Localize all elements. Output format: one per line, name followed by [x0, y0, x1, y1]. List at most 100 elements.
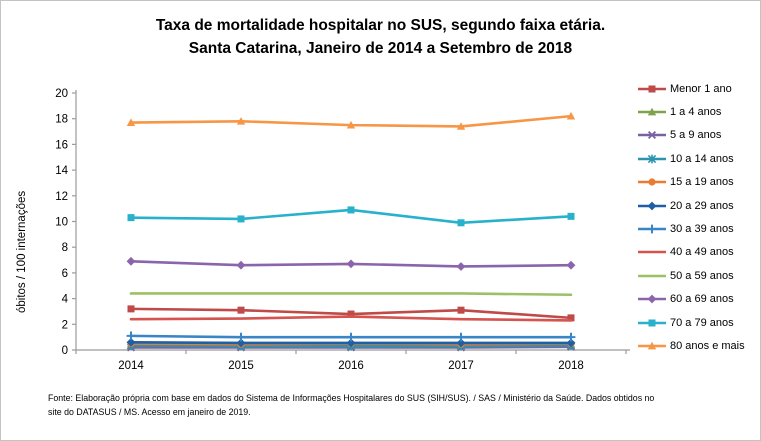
chart-title-line2: Santa Catarina, Janeiro de 2014 a Setemb…: [188, 40, 573, 57]
chart-title-line1: Taxa de mortalidade hospitalar no SUS, s…: [155, 17, 606, 34]
legend-swatch-40-a-49-anos: [638, 251, 666, 254]
y-tick-label: 2: [62, 319, 68, 331]
square-marker: [567, 212, 575, 220]
legend-label: Menor 1 ano: [670, 82, 732, 95]
legend-swatch-80-anos-e-mais: [638, 341, 666, 350]
legend-swatch-70-a-79-anos: [638, 319, 666, 327]
series-line-50-a-59-anos: [129, 292, 573, 297]
legend-item-80-anos-e-mais: 80 anos e mais: [637, 334, 745, 357]
triangle-marker: [236, 117, 246, 125]
x-tick-label: 2016: [338, 360, 364, 372]
square-marker: [648, 85, 656, 93]
legend-swatch-menor-1-ano: [638, 85, 666, 93]
y-tick-label: 6: [62, 268, 68, 280]
legend-label: 70 a 79 anos: [670, 316, 734, 329]
legend-item-50-a-59-anos: 50 a 59 anos: [637, 264, 745, 287]
diamond-marker: [126, 337, 136, 347]
diamond-marker: [566, 260, 576, 270]
square-marker: [127, 214, 135, 222]
diamond-marker: [566, 338, 576, 348]
plus-marker: [566, 332, 576, 342]
legend-label: 50 a 59 anos: [670, 269, 734, 282]
legend-item-70-a-79-anos: 70 a 79 anos: [637, 311, 745, 334]
circle-marker: [648, 178, 656, 186]
y-tick-label: 4: [62, 294, 69, 306]
y-tick-label: 16: [55, 139, 68, 151]
plus-marker: [456, 332, 466, 342]
diamond-marker: [456, 262, 466, 271]
y-tick-label: 14: [55, 165, 68, 177]
plus-marker: [126, 331, 136, 341]
legend-swatch-30-a-39-anos: [638, 224, 666, 234]
legend-swatch-15-a-19-anos: [638, 178, 666, 186]
legend-swatch-20-a-29-anos: [638, 201, 666, 211]
legend-label: 80 anos e mais: [670, 339, 745, 352]
source-note-line1: Fonte: Elaboração própria com base em da…: [48, 393, 655, 403]
source-note-line2: site do DATASUS / MS. Acesso em janeiro …: [48, 407, 251, 417]
legend-label: 10 a 14 anos: [670, 152, 734, 165]
series-line-40-a-49-anos: [129, 315, 573, 322]
diamond-marker: [647, 294, 657, 304]
source-note: Fonte: Elaboração própria com base em da…: [48, 391, 738, 419]
y-tick-label: 0: [62, 345, 68, 357]
legend-item-10-a-14-anos: 10 a 14 anos: [637, 147, 745, 170]
square-marker: [237, 306, 245, 314]
legend-label: 30 a 39 anos: [670, 223, 734, 236]
triangle-marker: [126, 118, 136, 126]
diamond-marker: [236, 260, 246, 270]
square-marker: [457, 219, 465, 227]
plus-marker: [346, 332, 356, 342]
legend-swatch-5-a-9-anos: [638, 131, 666, 140]
y-tick-label: 8: [62, 242, 68, 254]
square-marker: [457, 306, 465, 314]
square-marker: [237, 215, 245, 223]
legend-item-1-a-4-anos: 1 a 4 anos: [637, 100, 745, 123]
diamond-marker: [647, 201, 657, 211]
triangle-marker: [456, 122, 466, 130]
y-tick-label: 10: [55, 217, 68, 229]
legend-swatch-1-a-4-anos: [638, 107, 666, 116]
legend-label: 40 a 49 anos: [670, 246, 734, 259]
triangle-marker: [647, 341, 657, 350]
y-tick-label: 12: [55, 191, 68, 203]
legend-swatch-50-a-59-anos: [638, 274, 666, 278]
asterisk-marker: [647, 154, 657, 164]
legend-label: 1 a 4 anos: [670, 106, 722, 119]
legend-label: 15 a 19 anos: [670, 176, 734, 189]
x-tick-label: 2014: [118, 360, 144, 372]
plus-marker: [236, 332, 246, 342]
y-tick-label: 20: [55, 88, 68, 100]
legend: Menor 1 ano 1 a 4 anos 5 a 9 anos 10 a 14 a…: [637, 77, 745, 358]
legend-label: 5 a 9 anos: [670, 129, 722, 142]
legend-label: 20 a 29 anos: [670, 199, 734, 212]
square-marker: [567, 314, 575, 322]
square-marker: [648, 319, 656, 327]
square-marker: [347, 310, 355, 318]
diamond-marker: [126, 256, 136, 266]
legend-item-60-a-69-anos: 60 a 69 anos: [637, 288, 745, 311]
y-tick-label: 18: [55, 114, 68, 126]
chart-title: Taxa de mortalidade hospitalar no SUS, s…: [1, 14, 760, 60]
diamond-marker: [346, 259, 356, 269]
triangle-marker: [647, 107, 657, 116]
diamond-marker: [456, 338, 466, 348]
legend-swatch-10-a-14-anos: [638, 154, 666, 164]
square-marker: [347, 206, 355, 214]
legend-item-40-a-49-anos: 40 a 49 anos: [637, 241, 745, 264]
plus-marker: [647, 224, 657, 234]
triangle-marker: [346, 120, 356, 129]
diamond-marker: [346, 338, 356, 348]
triangle-marker: [566, 111, 576, 120]
diamond-marker: [236, 338, 246, 348]
legend-item-menor-1-ano: Menor 1 ano: [637, 77, 745, 100]
x-tick-label: 2017: [448, 360, 474, 372]
legend-swatch-60-a-69-anos: [638, 294, 666, 304]
legend-label: 60 a 69 anos: [670, 293, 734, 306]
legend-item-15-a-19-anos: 15 a 19 anos: [637, 171, 745, 194]
square-marker: [127, 305, 135, 313]
legend-item-5-a-9-anos: 5 a 9 anos: [637, 124, 745, 147]
legend-item-20-a-29-anos: 20 a 29 anos: [637, 194, 745, 217]
x-tick-label: 2018: [558, 360, 584, 372]
legend-item-30-a-39-anos: 30 a 39 anos: [637, 217, 745, 240]
